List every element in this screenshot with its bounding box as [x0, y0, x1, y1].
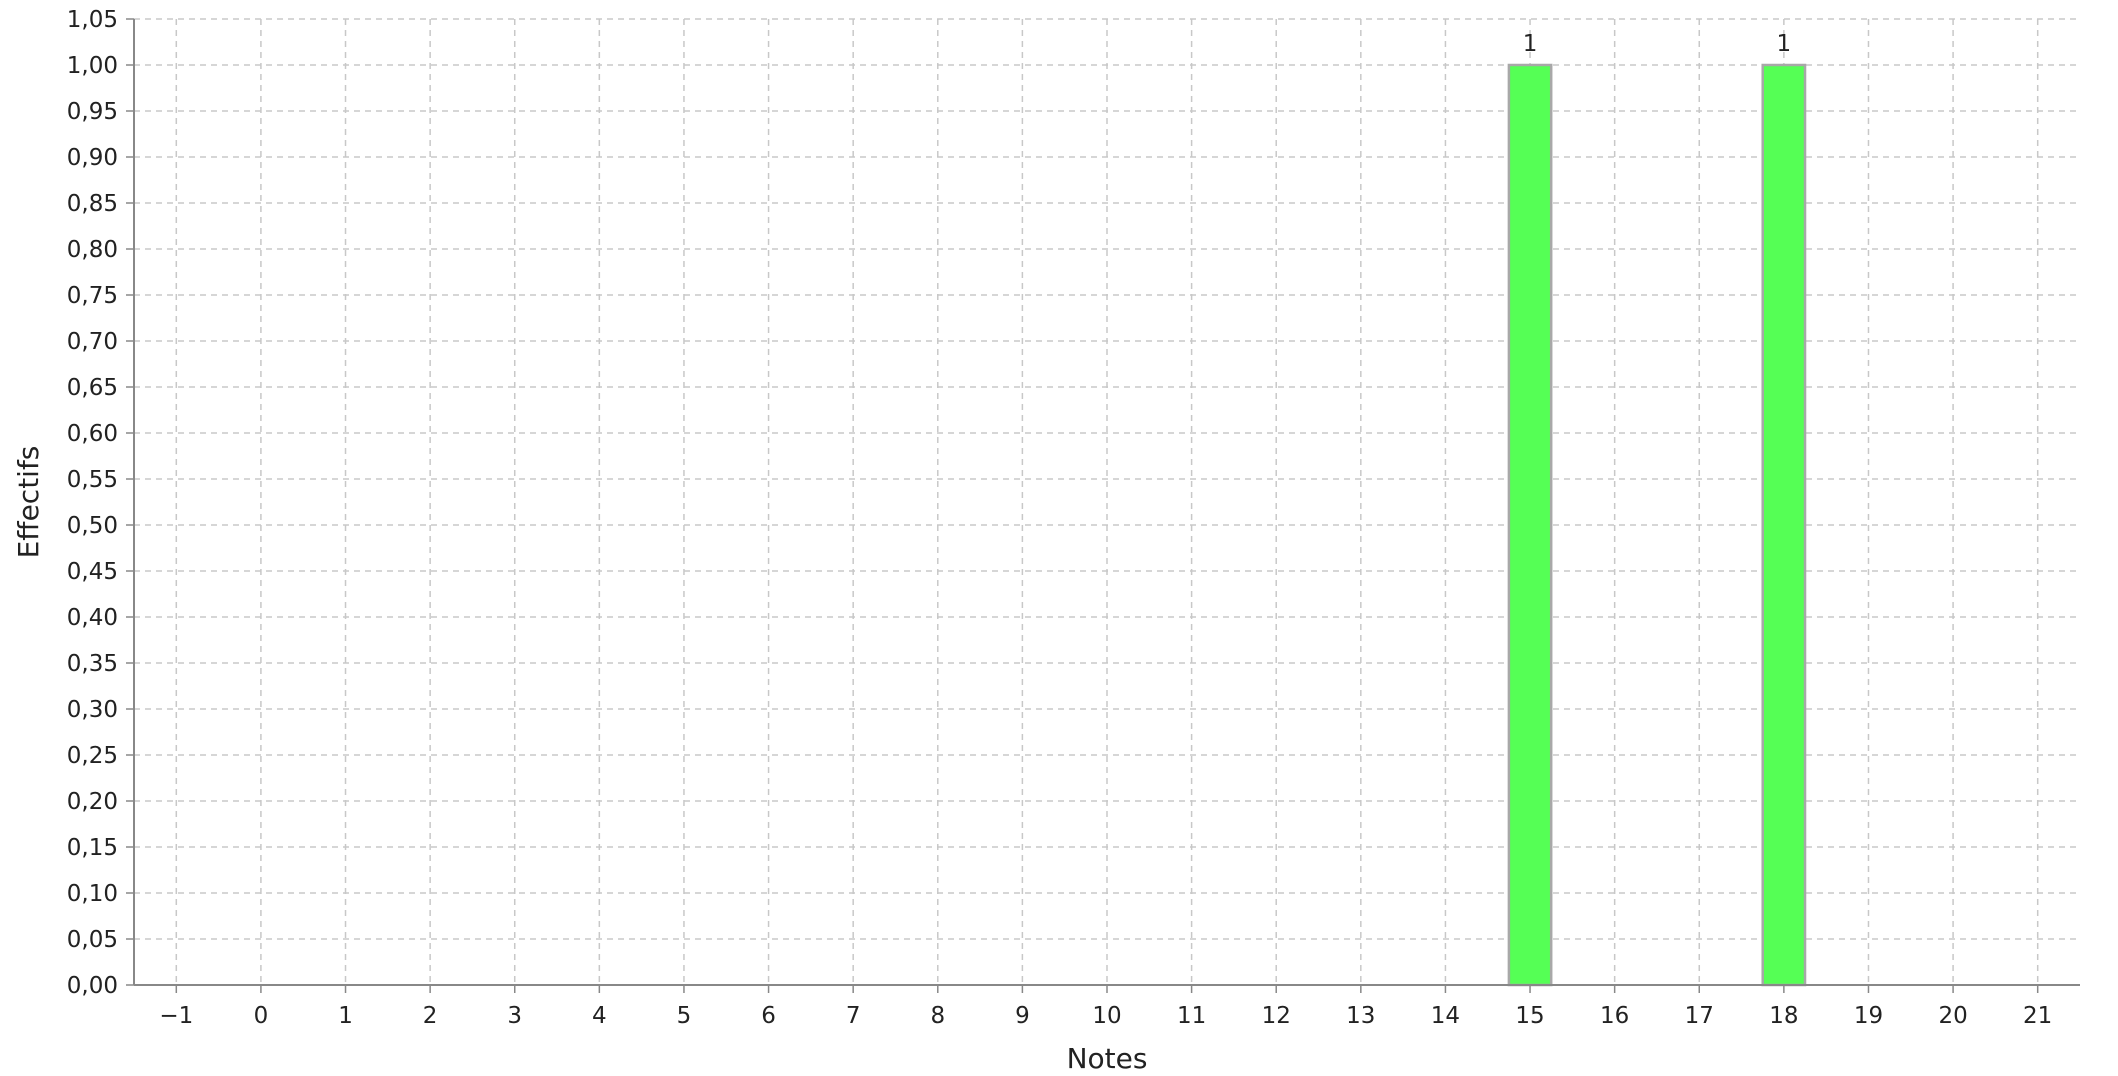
y-tick-label: 0,00 — [67, 973, 118, 999]
x-tick-label: 13 — [1346, 1003, 1375, 1029]
y-tick-label: 0,10 — [67, 881, 118, 907]
y-tick-label: 0,90 — [67, 145, 118, 171]
y-tick-label: 0,35 — [67, 651, 118, 677]
x-tick-label: 9 — [1015, 1003, 1030, 1029]
y-tick-label: 0,45 — [67, 559, 118, 585]
x-tick-label: 8 — [930, 1003, 945, 1029]
bar-value-label: 1 — [1523, 31, 1538, 57]
x-tick-label: 17 — [1685, 1003, 1714, 1029]
y-tick-label: 0,55 — [67, 467, 118, 493]
y-tick-label: 0,20 — [67, 789, 118, 815]
bar — [1507, 63, 1553, 987]
y-tick-label: 0,60 — [67, 421, 118, 447]
x-tick-label: 21 — [2023, 1003, 2052, 1029]
x-tick-label: 11 — [1177, 1003, 1206, 1029]
y-tick-label: 0,65 — [67, 375, 118, 401]
bars — [1507, 63, 1807, 987]
x-tick-label: 6 — [761, 1003, 776, 1029]
x-tick-label: 10 — [1092, 1003, 1121, 1029]
y-tick-label: 0,30 — [67, 697, 118, 723]
x-tick-label: 2 — [423, 1003, 438, 1029]
x-tick-label: 3 — [507, 1003, 522, 1029]
x-tick-label: 18 — [1769, 1003, 1798, 1029]
y-tick-label: 0,95 — [67, 99, 118, 125]
y-tick-label: 0,80 — [67, 237, 118, 263]
x-tick-label: 0 — [254, 1003, 269, 1029]
y-tick-label: 0,75 — [67, 283, 118, 309]
y-tick-label: 1,00 — [67, 53, 118, 79]
y-axis-title: Effectifs — [12, 446, 45, 559]
bar — [1761, 63, 1807, 987]
y-tick-label: 1,05 — [67, 7, 118, 33]
y-tick-label: 0,25 — [67, 743, 118, 769]
y-tick-label: 0,50 — [67, 513, 118, 539]
x-tick-label: 1 — [338, 1003, 353, 1029]
axes — [126, 18, 2080, 993]
y-tick-label: 0,85 — [67, 191, 118, 217]
bar-value-label: 1 — [1777, 31, 1792, 57]
x-tick-label: 4 — [592, 1003, 607, 1029]
grid-lines — [134, 18, 2080, 985]
x-tick-label: 19 — [1854, 1003, 1883, 1029]
x-tick-label: 7 — [846, 1003, 861, 1029]
x-tick-label: 16 — [1600, 1003, 1629, 1029]
x-tick-label: 12 — [1262, 1003, 1291, 1029]
y-tick-label: 0,05 — [67, 927, 118, 953]
y-tick-label: 0,40 — [67, 605, 118, 631]
x-tick-label: 15 — [1515, 1003, 1544, 1029]
y-tick-label: 0,70 — [67, 329, 118, 355]
x-axis-title: Notes — [1067, 1042, 1148, 1071]
x-tick-label: 5 — [677, 1003, 692, 1029]
x-tick-label: 14 — [1431, 1003, 1460, 1029]
tick-labels: 0,00 0,05 0,10 0,15 0,20 0,25 0,30 0,35 0,40 0,45… — [67, 7, 2053, 1029]
x-tick-label: −1 — [159, 1003, 193, 1029]
y-tick-label: 0,15 — [67, 835, 118, 861]
x-tick-label: 20 — [1938, 1003, 1967, 1029]
